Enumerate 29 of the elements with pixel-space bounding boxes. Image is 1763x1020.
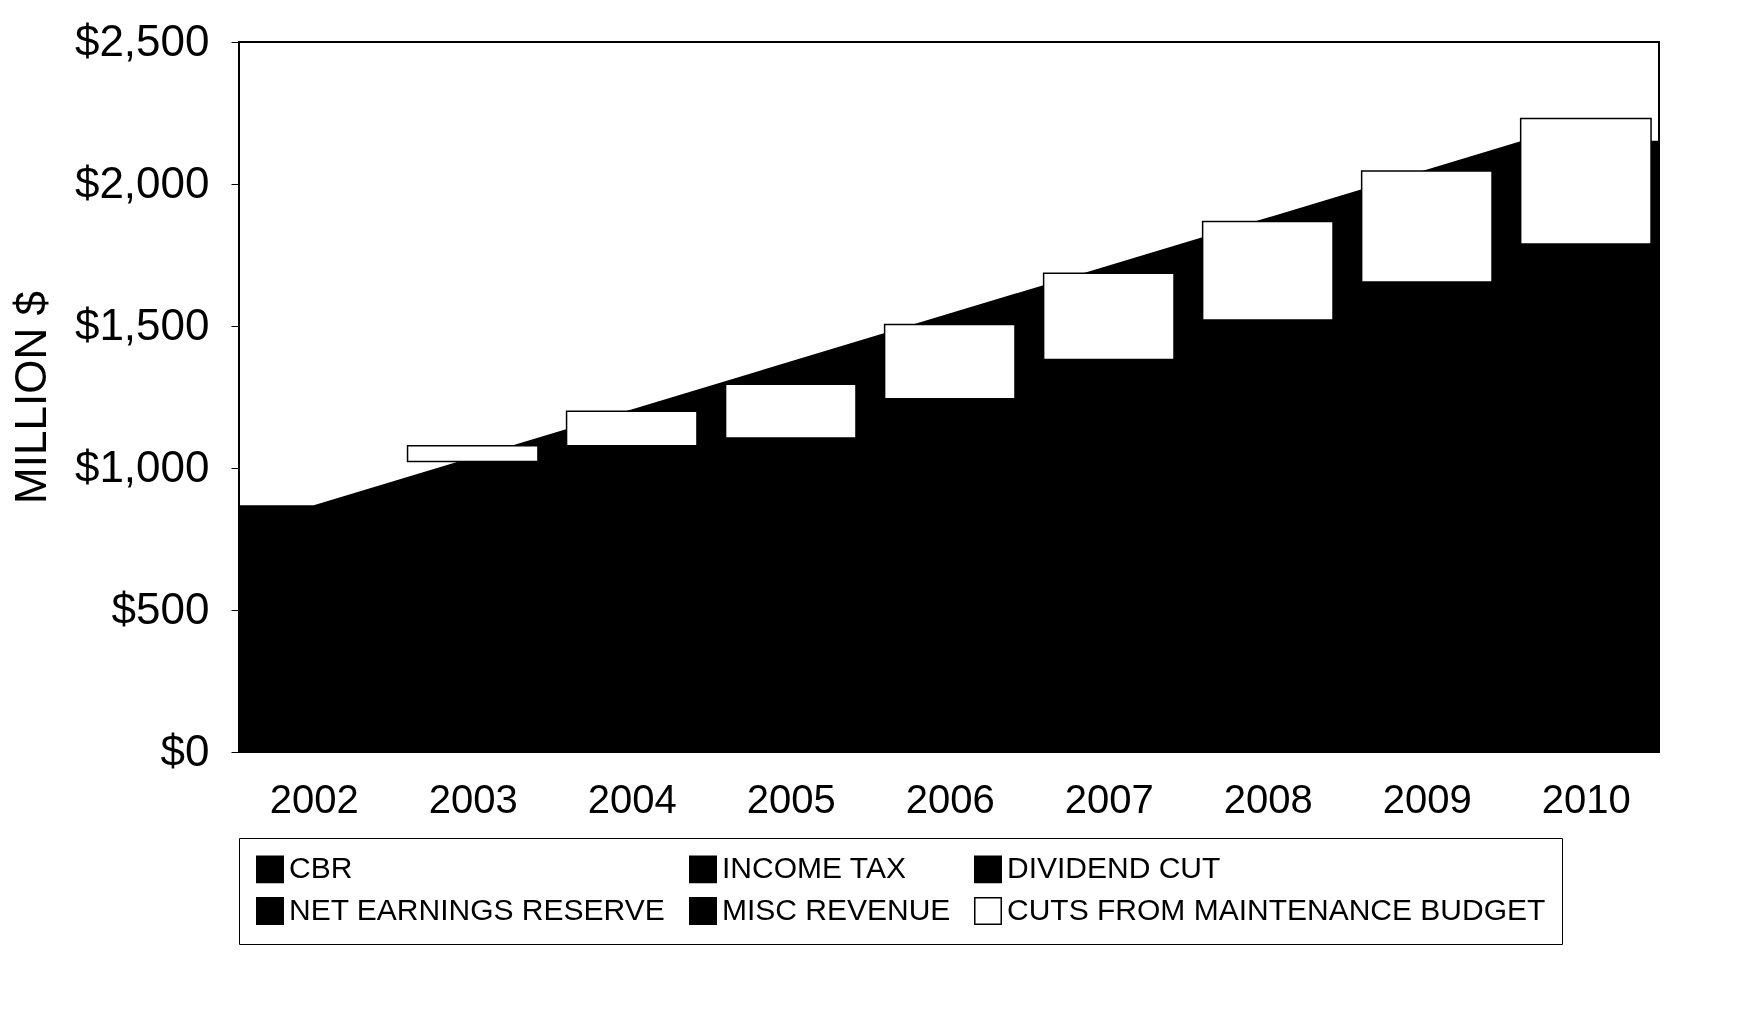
x-tick-label: 2005 [746,776,836,821]
x-tick-label: 2009 [1382,776,1472,821]
x-tick-label: 2007 [1064,776,1154,821]
y-axis-title: MILLION $ [5,291,55,504]
x-tick-label: 2008 [1223,776,1313,821]
y-tick-label: $2,000 [74,157,210,207]
x-tick-label: 2003 [428,776,518,821]
y-tick-label: $0 [160,725,210,775]
y-tick-label: $1,500 [74,299,210,349]
x-tick-label: 2002 [269,776,359,821]
bar [1360,170,1493,283]
bar [724,383,857,439]
bar [1042,272,1175,361]
bar [1201,220,1334,321]
legend-label: INCOME TAX [722,851,906,885]
legend-label: CBR [289,851,353,885]
legend-label: DIVIDEND CUT [1007,851,1221,885]
legend-label: NET EARNINGS RESERVE [289,893,665,926]
bar [883,323,1016,400]
x-tick-label: 2006 [905,776,995,821]
legend-label: CUTS FROM MAINTENANCE BUDGET [1007,893,1546,926]
y-tick-label: $1,000 [74,441,210,491]
y-tick-label: $2,500 [74,15,210,65]
x-tick-label: 2004 [587,776,677,821]
y-tick-label: $500 [111,583,210,633]
legend-label: MISC REVENUE [722,893,951,926]
bar [406,445,539,463]
x-tick-label: 2010 [1541,776,1631,821]
bar [565,410,698,447]
